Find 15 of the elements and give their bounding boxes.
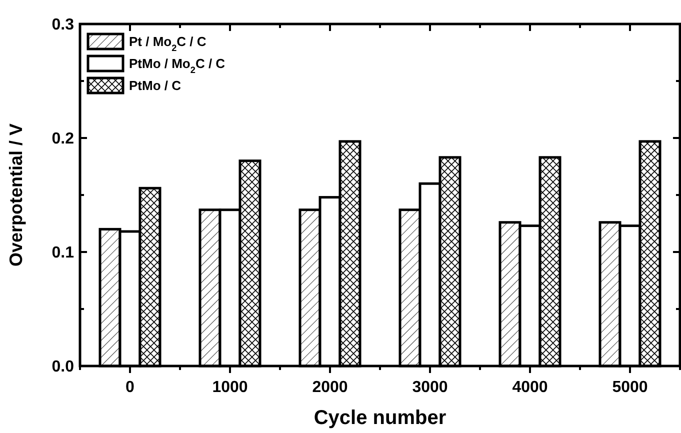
x-tick-label: 2000: [312, 379, 348, 396]
x-tick-label: 0: [126, 379, 135, 396]
y-axis-title: Overpotential / V: [6, 123, 26, 267]
x-tick-label: 4000: [512, 379, 548, 396]
y-tick-label: 0.0: [52, 358, 74, 376]
y-tick-label: 0.2: [52, 130, 74, 148]
x-tick-label: 5000: [612, 379, 648, 396]
x-tick-label: 1000: [212, 379, 248, 396]
x-tick-label: 3000: [412, 379, 448, 396]
legend-label: Pt / Mo$_{2}$C / C: [129, 34, 207, 53]
x-axis-title: Cycle number: [314, 407, 446, 429]
legend-label: PtMo / C: [129, 78, 182, 93]
y-tick-label: 0.1: [52, 244, 74, 262]
legend-label: PtMo / Mo$_{2}$C / C: [129, 56, 226, 75]
y-tick-label: 0.3: [52, 16, 74, 34]
